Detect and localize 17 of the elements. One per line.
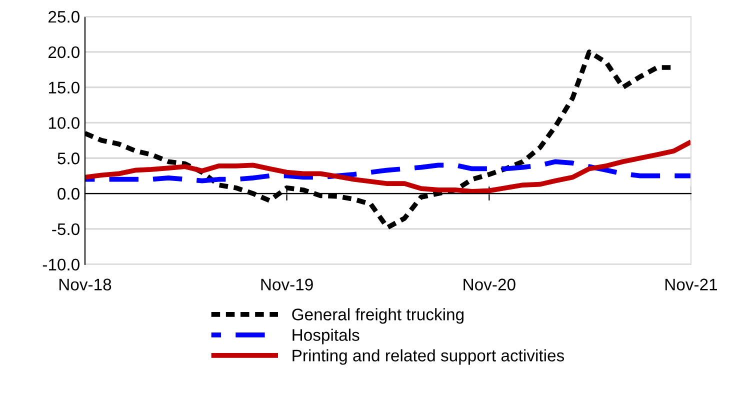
- x-tick-label: Nov-18: [59, 278, 112, 290]
- legend-label: General freight trucking: [292, 308, 464, 324]
- y-tick-label: 15.0: [48, 82, 80, 94]
- y-tick-label: 25.0: [48, 10, 80, 23]
- line-series: [84, 159, 691, 184]
- x-tick-label: Nov-20: [464, 278, 516, 290]
- y-tick-label: 0.0: [58, 188, 80, 200]
- legend-label: Printing and related support activities: [292, 349, 564, 365]
- line-series: [84, 139, 691, 194]
- y-tick-label: -10.0: [42, 258, 80, 271]
- y-tick-label: 5.0: [58, 152, 80, 164]
- y-tick-label: 20.0: [48, 46, 80, 58]
- y-tick-label: -5.0: [52, 223, 80, 236]
- x-tick-label: Nov-19: [261, 278, 313, 290]
- x-tick-label: Nov-21: [665, 278, 718, 290]
- y-tick-label: 10.0: [48, 117, 80, 129]
- legend-label: Hospitals: [292, 328, 360, 344]
